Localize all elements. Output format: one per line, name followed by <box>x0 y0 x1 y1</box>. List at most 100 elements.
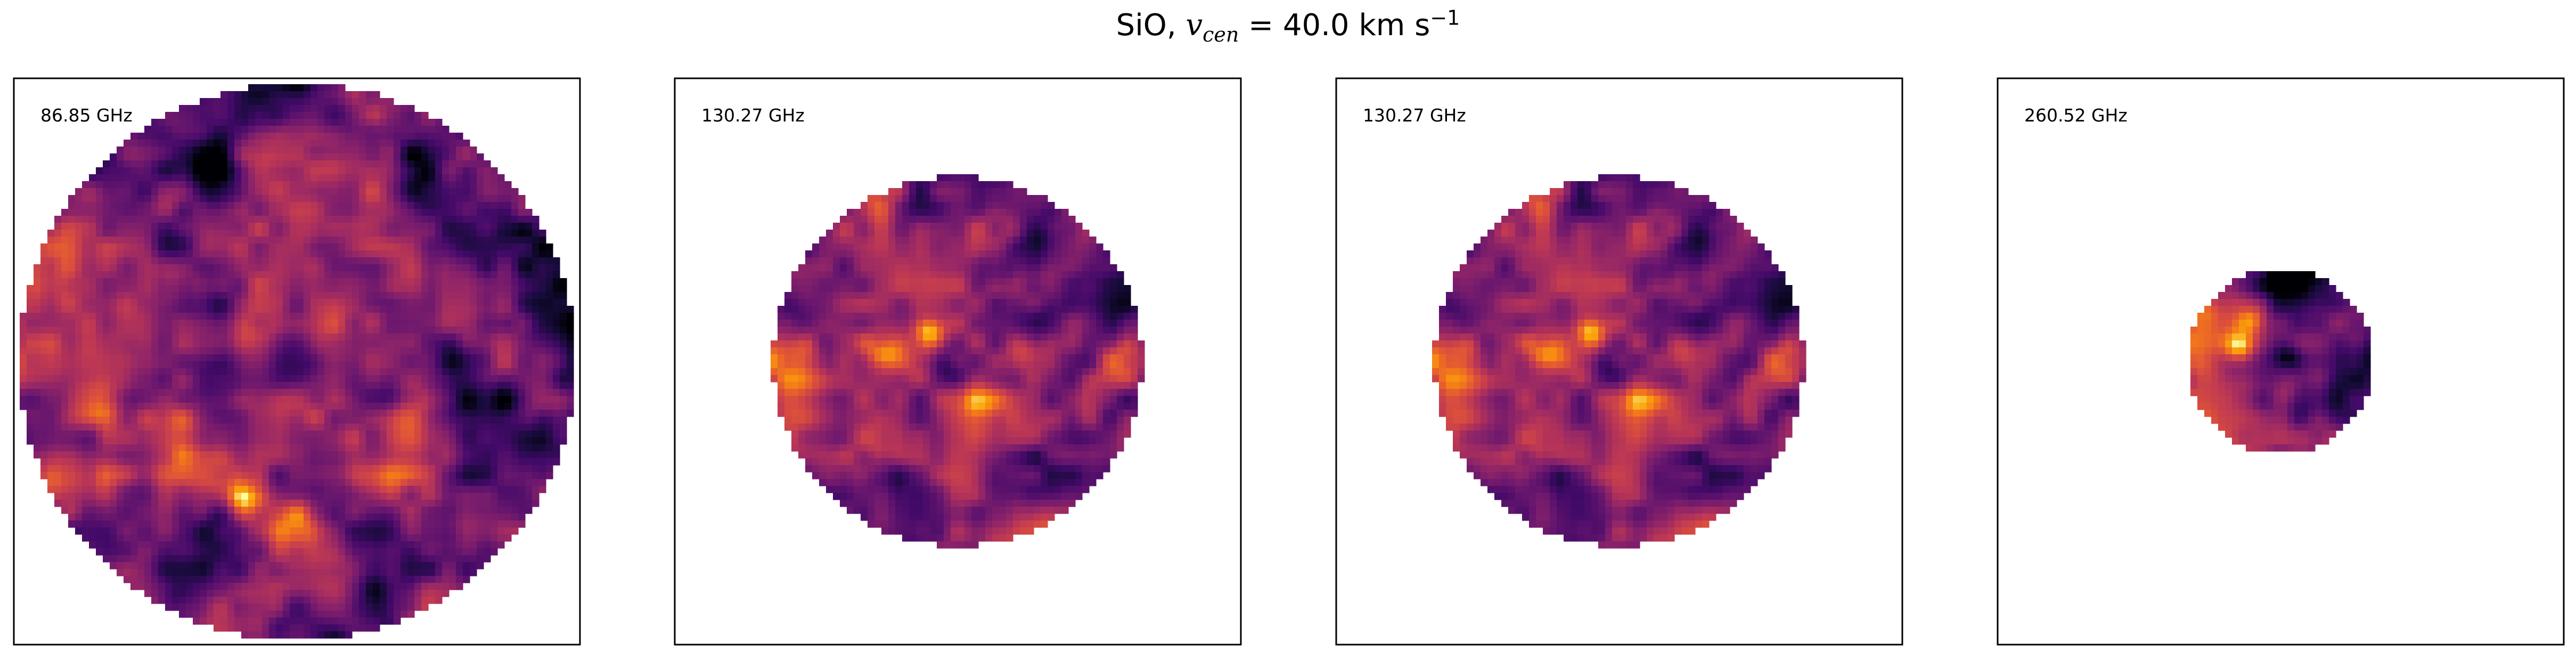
heatmap-cell <box>435 160 443 168</box>
heatmap-cell <box>352 368 359 376</box>
heatmap-cell <box>477 368 484 376</box>
heatmap-cell <box>400 181 408 189</box>
heatmap-cell <box>477 458 484 466</box>
heatmap-cell <box>490 285 498 292</box>
heatmap-cell <box>269 333 276 341</box>
heatmap-cell <box>276 112 283 119</box>
heatmap-cell <box>137 555 145 563</box>
heatmap-cell <box>172 340 179 348</box>
heatmap-cell <box>366 237 373 244</box>
heatmap-cell <box>193 257 200 265</box>
heatmap-cell <box>290 562 297 569</box>
heatmap-cell <box>117 507 124 514</box>
heatmap-cell <box>34 306 41 313</box>
heatmap-cell <box>110 424 117 431</box>
heatmap-cell <box>96 479 103 486</box>
heatmap-cell <box>82 410 89 417</box>
heatmap-cell <box>75 375 83 383</box>
heatmap-cell <box>394 417 401 424</box>
heatmap-cell <box>89 458 96 466</box>
heatmap-cell <box>359 278 366 286</box>
heatmap-cell <box>477 160 484 168</box>
heatmap-cell <box>380 389 387 396</box>
heatmap-cell <box>103 430 110 438</box>
heatmap-cell <box>220 306 228 313</box>
heatmap-cell <box>54 347 62 355</box>
heatmap-cell <box>186 534 193 542</box>
heatmap-cell <box>470 514 477 521</box>
heatmap-cell <box>269 181 276 189</box>
heatmap-cell <box>324 216 332 223</box>
heatmap-cell <box>124 230 131 237</box>
heatmap-cell <box>317 354 325 362</box>
heatmap-cell <box>387 292 394 299</box>
heatmap-cell <box>456 486 463 493</box>
heatmap-cell <box>262 98 269 105</box>
heatmap-cell <box>414 465 422 473</box>
heatmap-cell <box>456 174 463 182</box>
heatmap-cell <box>103 292 110 299</box>
heatmap-cell <box>331 271 339 279</box>
heatmap-cell <box>103 396 110 403</box>
heatmap-cell <box>359 479 366 486</box>
heatmap-cell <box>324 590 332 597</box>
heatmap-cell <box>130 562 138 569</box>
heatmap-cell <box>477 493 484 500</box>
heatmap-cell <box>47 320 55 327</box>
heatmap-cell <box>186 216 193 223</box>
heatmap-cell <box>449 500 456 507</box>
heatmap-cell <box>414 147 422 154</box>
heatmap-cell <box>532 389 539 396</box>
heatmap-cell <box>297 368 304 376</box>
heatmap-cell <box>553 257 560 265</box>
heatmap-cell <box>435 500 443 507</box>
heatmap-cell <box>331 153 339 161</box>
heatmap-cell <box>96 257 103 265</box>
heatmap-cell <box>68 424 76 431</box>
heatmap-cell <box>407 278 415 286</box>
heatmap-cell <box>179 354 186 362</box>
heatmap-cell <box>525 417 533 424</box>
heatmap-cell <box>331 576 339 583</box>
heatmap-cell <box>463 278 470 286</box>
heatmap-cell <box>75 389 83 396</box>
heatmap-cell <box>248 562 256 569</box>
heatmap-cell <box>172 583 179 590</box>
heatmap-cell <box>380 486 387 493</box>
heatmap-cell <box>276 153 283 161</box>
heatmap-cell <box>394 507 401 514</box>
heatmap-cell <box>130 333 138 341</box>
heatmap-cell <box>234 181 242 189</box>
heatmap-cell <box>20 313 27 320</box>
heatmap-cell <box>297 292 304 299</box>
heatmap-cell <box>165 375 173 383</box>
heatmap-cell <box>331 472 339 479</box>
heatmap-cell <box>380 354 387 362</box>
heatmap-cell <box>331 333 339 341</box>
heatmap-cell <box>68 479 76 486</box>
heatmap-cell <box>532 493 539 500</box>
heatmap-cell <box>345 181 353 189</box>
figure-title: SiO, vcen = 40.0 km s−1 <box>0 4 2576 47</box>
heatmap-cell <box>179 500 186 507</box>
heatmap-cell <box>144 555 152 563</box>
heatmap-cell <box>359 306 366 313</box>
heatmap-cell <box>241 292 249 299</box>
heatmap-cell <box>82 181 89 189</box>
heatmap-cell <box>331 465 339 473</box>
heatmap-cell <box>96 430 103 438</box>
heatmap-cell <box>407 354 415 362</box>
heatmap-cell <box>89 285 96 292</box>
heatmap-cell <box>144 389 152 396</box>
heatmap-cell <box>407 327 415 334</box>
heatmap-cell <box>400 396 408 403</box>
heatmap-cell <box>338 340 346 348</box>
heatmap-cell <box>61 264 69 272</box>
heatmap-cell <box>241 479 249 486</box>
heatmap-cell <box>553 320 560 327</box>
heatmap-cell <box>68 271 76 279</box>
heatmap-cell <box>442 140 449 147</box>
heatmap-cell <box>227 604 235 611</box>
heatmap-cell <box>179 507 186 514</box>
heatmap-cell <box>490 444 498 452</box>
